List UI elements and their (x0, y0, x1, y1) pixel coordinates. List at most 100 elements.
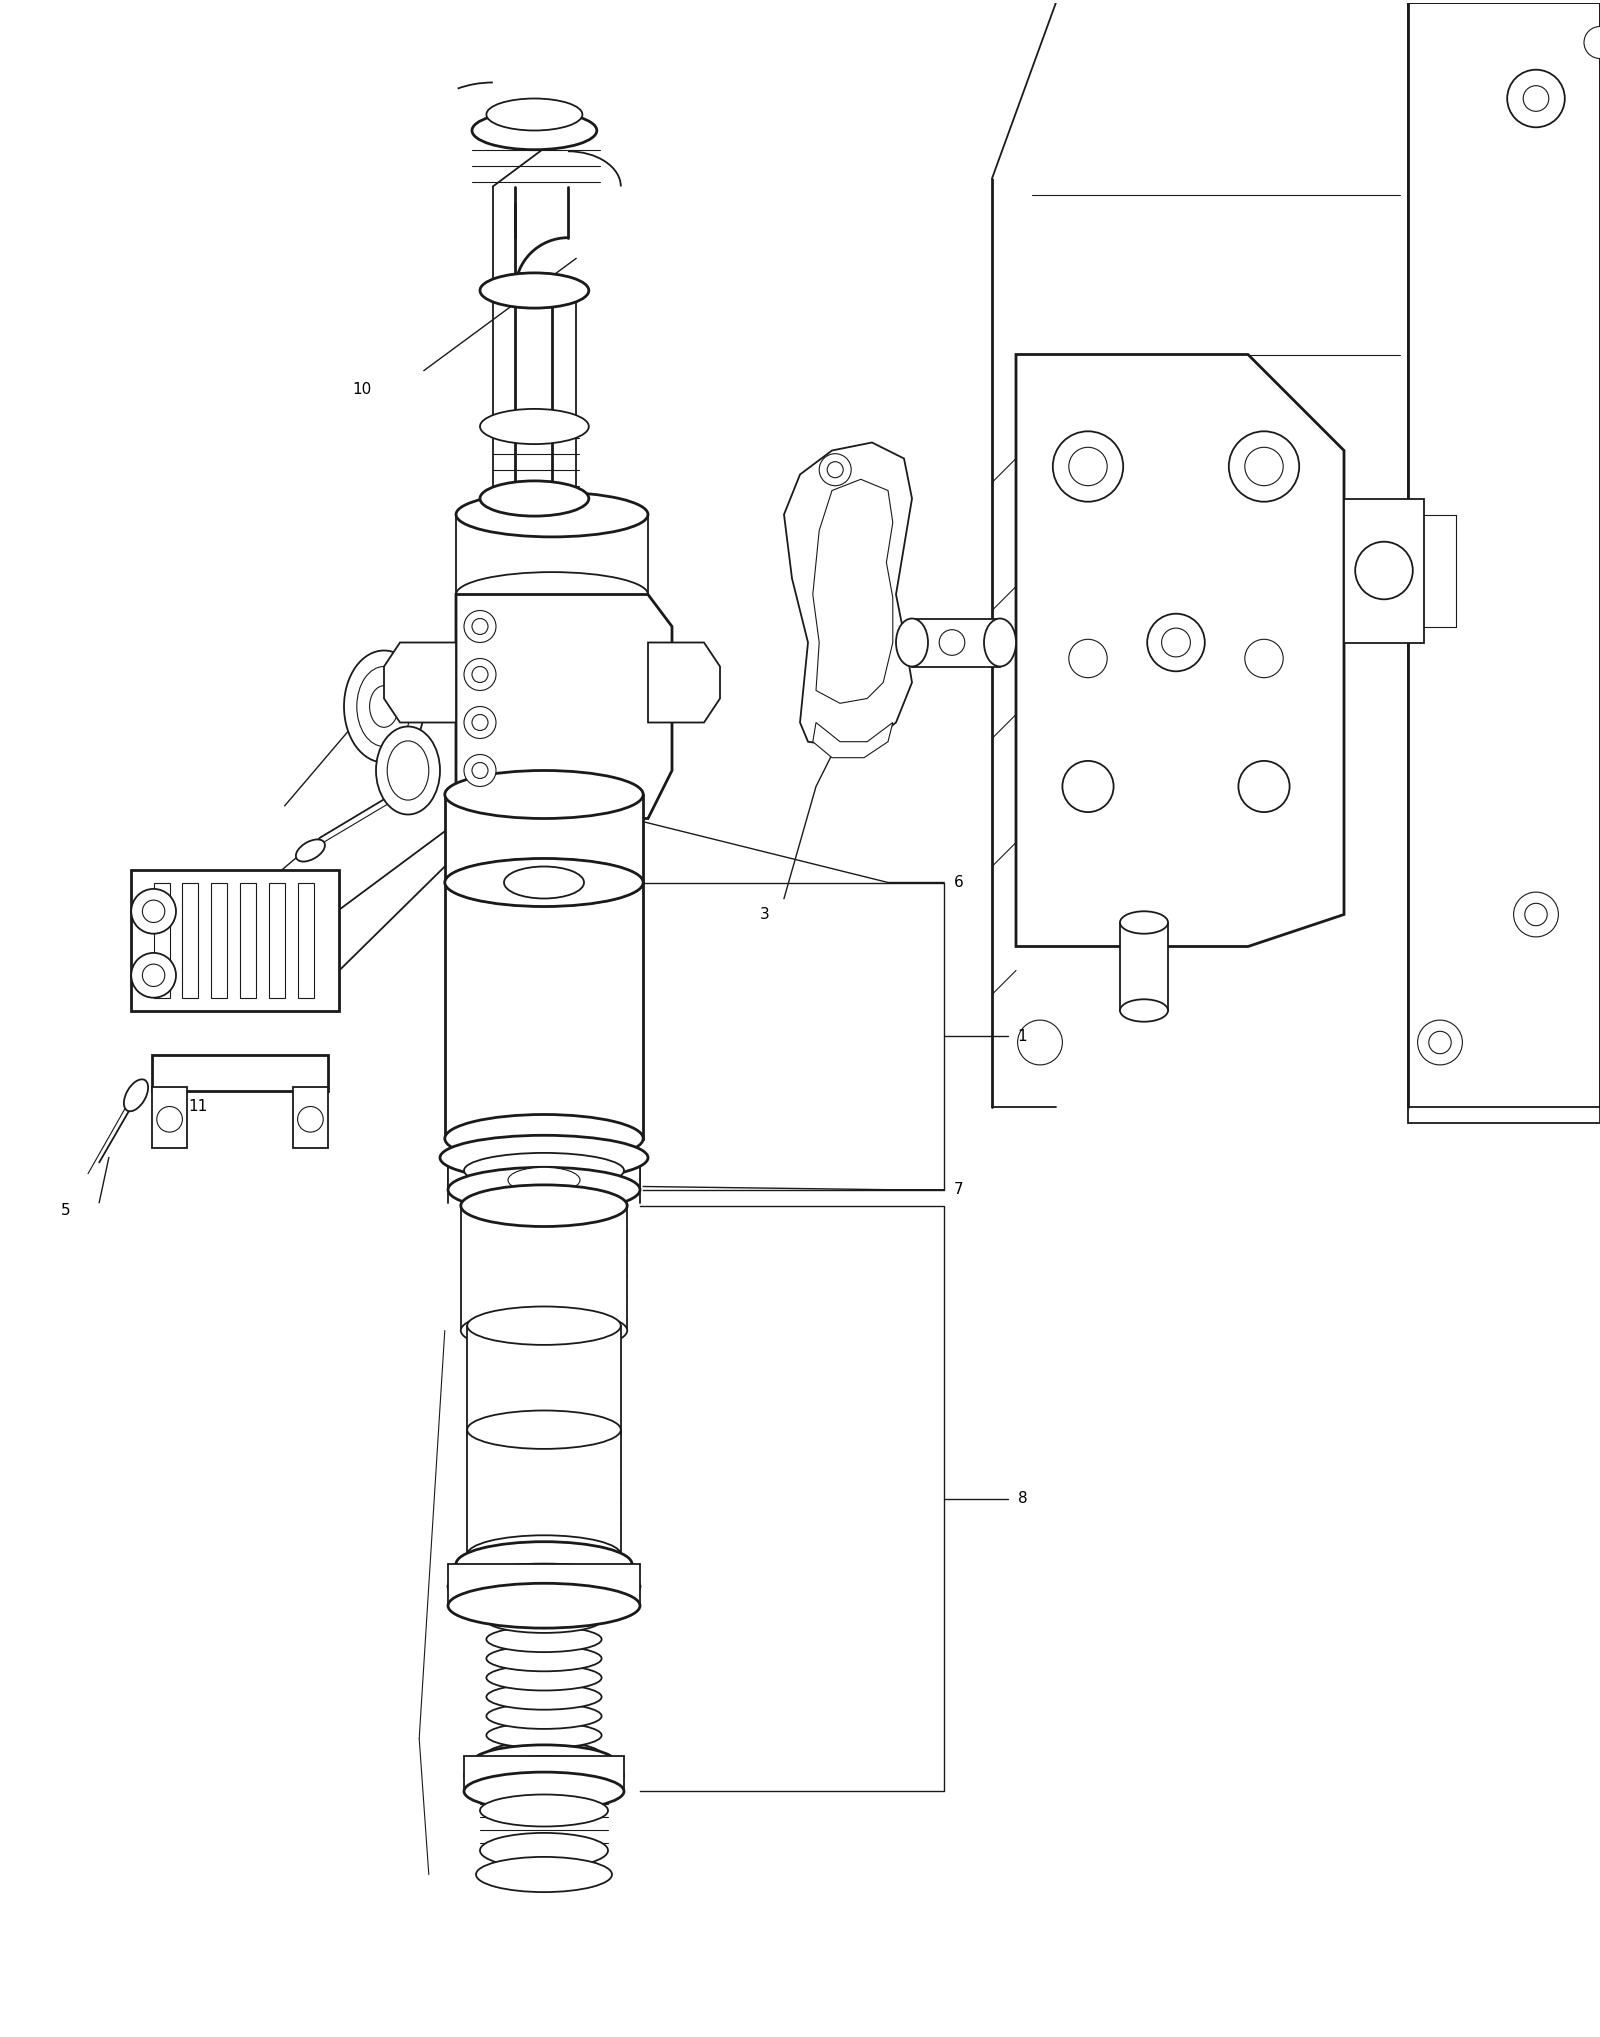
Text: 6: 6 (208, 911, 218, 925)
Circle shape (1584, 26, 1600, 59)
Ellipse shape (456, 1542, 632, 1587)
Circle shape (1514, 892, 1558, 937)
Ellipse shape (448, 1167, 640, 1212)
Circle shape (1245, 640, 1283, 678)
Ellipse shape (440, 1135, 648, 1179)
Circle shape (472, 715, 488, 731)
Circle shape (131, 888, 176, 933)
Bar (467, 1430, 621, 1554)
Circle shape (1523, 86, 1549, 112)
Circle shape (464, 658, 496, 691)
Ellipse shape (896, 619, 928, 666)
Ellipse shape (467, 1306, 621, 1344)
Text: 11: 11 (189, 1100, 208, 1114)
Ellipse shape (445, 1114, 643, 1163)
Circle shape (1147, 613, 1205, 672)
Circle shape (1507, 69, 1565, 126)
Ellipse shape (456, 572, 648, 617)
Text: 8: 8 (1018, 1491, 1027, 1505)
Circle shape (131, 953, 176, 998)
Bar (131, 870, 339, 1010)
Circle shape (1238, 762, 1290, 813)
Circle shape (157, 1106, 182, 1133)
Ellipse shape (464, 1772, 624, 1811)
Ellipse shape (486, 1607, 602, 1634)
Circle shape (939, 629, 965, 656)
Ellipse shape (123, 1080, 149, 1112)
Bar (182, 882, 198, 998)
Ellipse shape (486, 98, 582, 130)
Polygon shape (1016, 354, 1344, 947)
Circle shape (464, 707, 496, 739)
Ellipse shape (486, 1723, 602, 1748)
Bar (152, 1055, 328, 1090)
Ellipse shape (445, 770, 643, 819)
Bar (152, 1088, 187, 1149)
Ellipse shape (477, 1858, 611, 1892)
Ellipse shape (370, 686, 398, 727)
Ellipse shape (486, 1685, 602, 1709)
Ellipse shape (461, 1186, 627, 1226)
Text: 2: 2 (211, 904, 221, 919)
Circle shape (142, 900, 165, 923)
Bar (448, 1564, 640, 1605)
Circle shape (464, 611, 496, 642)
Circle shape (1062, 762, 1114, 813)
Polygon shape (456, 595, 672, 819)
Polygon shape (1408, 2, 1600, 1122)
Ellipse shape (387, 741, 429, 801)
Circle shape (1429, 1031, 1451, 1053)
Circle shape (1053, 432, 1123, 501)
Ellipse shape (480, 409, 589, 444)
Circle shape (1355, 542, 1413, 599)
Bar (467, 1326, 621, 1434)
Ellipse shape (461, 1310, 627, 1351)
Circle shape (464, 754, 496, 786)
Bar (464, 1756, 624, 1791)
Polygon shape (813, 479, 893, 703)
Bar (1120, 923, 1168, 1010)
Bar (448, 1155, 640, 1190)
Ellipse shape (504, 866, 584, 898)
Circle shape (1229, 432, 1299, 501)
Circle shape (472, 762, 488, 778)
Ellipse shape (445, 858, 643, 906)
Ellipse shape (464, 1756, 624, 1795)
Circle shape (1245, 448, 1283, 485)
Ellipse shape (486, 1742, 602, 1768)
Circle shape (1069, 448, 1107, 485)
Ellipse shape (480, 1795, 608, 1827)
Circle shape (827, 462, 843, 479)
Circle shape (1418, 1021, 1462, 1065)
Text: 3: 3 (760, 906, 770, 923)
Ellipse shape (472, 1746, 616, 1780)
Ellipse shape (448, 1583, 640, 1628)
Ellipse shape (464, 1153, 624, 1188)
Circle shape (1018, 1021, 1062, 1065)
Polygon shape (1344, 499, 1424, 642)
Circle shape (819, 454, 851, 485)
Bar (240, 882, 256, 998)
Bar (445, 882, 643, 1139)
Circle shape (298, 1106, 323, 1133)
Bar (269, 882, 285, 998)
Text: 10: 10 (352, 383, 371, 397)
Bar (211, 882, 227, 998)
Circle shape (472, 666, 488, 682)
Text: 7: 7 (954, 1181, 963, 1198)
Circle shape (142, 964, 165, 986)
Ellipse shape (357, 666, 411, 746)
Ellipse shape (344, 650, 424, 762)
Ellipse shape (445, 858, 643, 906)
Bar (461, 1206, 627, 1330)
Ellipse shape (472, 112, 597, 149)
Bar (154, 882, 170, 998)
Circle shape (1162, 627, 1190, 656)
Circle shape (1525, 902, 1547, 925)
Polygon shape (648, 642, 720, 723)
Ellipse shape (480, 1833, 608, 1868)
Ellipse shape (480, 481, 589, 515)
Ellipse shape (486, 1626, 602, 1652)
Bar (445, 794, 643, 882)
Ellipse shape (467, 1536, 621, 1575)
